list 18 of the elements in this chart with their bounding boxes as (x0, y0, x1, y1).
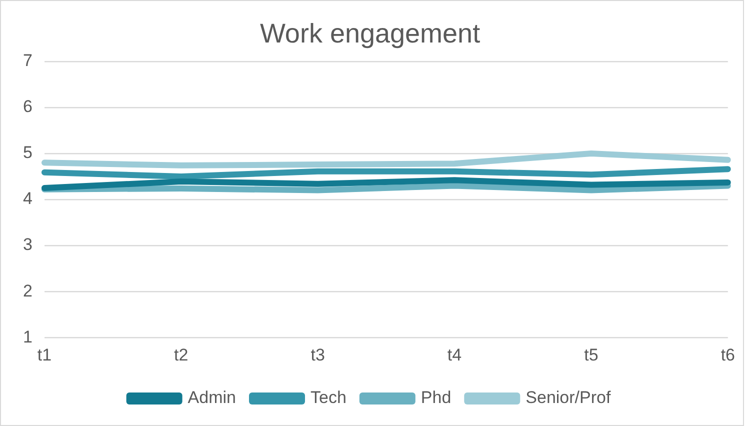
x-tick-label: t4 (447, 345, 462, 364)
x-tick-label: t1 (37, 345, 52, 364)
legend-label: Admin (188, 388, 236, 408)
y-tick-label: 7 (22, 51, 32, 70)
y-tick-label: 6 (22, 97, 32, 116)
x-tick-label: t5 (584, 345, 598, 364)
legend-label: Senior/Prof (526, 388, 611, 408)
y-tick-label: 4 (22, 189, 32, 208)
chart-title: Work engagement (260, 18, 481, 49)
legend-label: Tech (310, 388, 346, 408)
y-tick-label: 2 (22, 281, 32, 300)
x-tick-label: t2 (174, 345, 188, 364)
y-tick-label: 3 (22, 235, 32, 254)
y-tick-label: 5 (22, 143, 32, 162)
legend-label: Phd (420, 388, 452, 408)
y-tick-label: 1 (22, 327, 32, 346)
x-tick-label: t3 (310, 345, 325, 364)
x-tick-label: t6 (720, 345, 736, 364)
